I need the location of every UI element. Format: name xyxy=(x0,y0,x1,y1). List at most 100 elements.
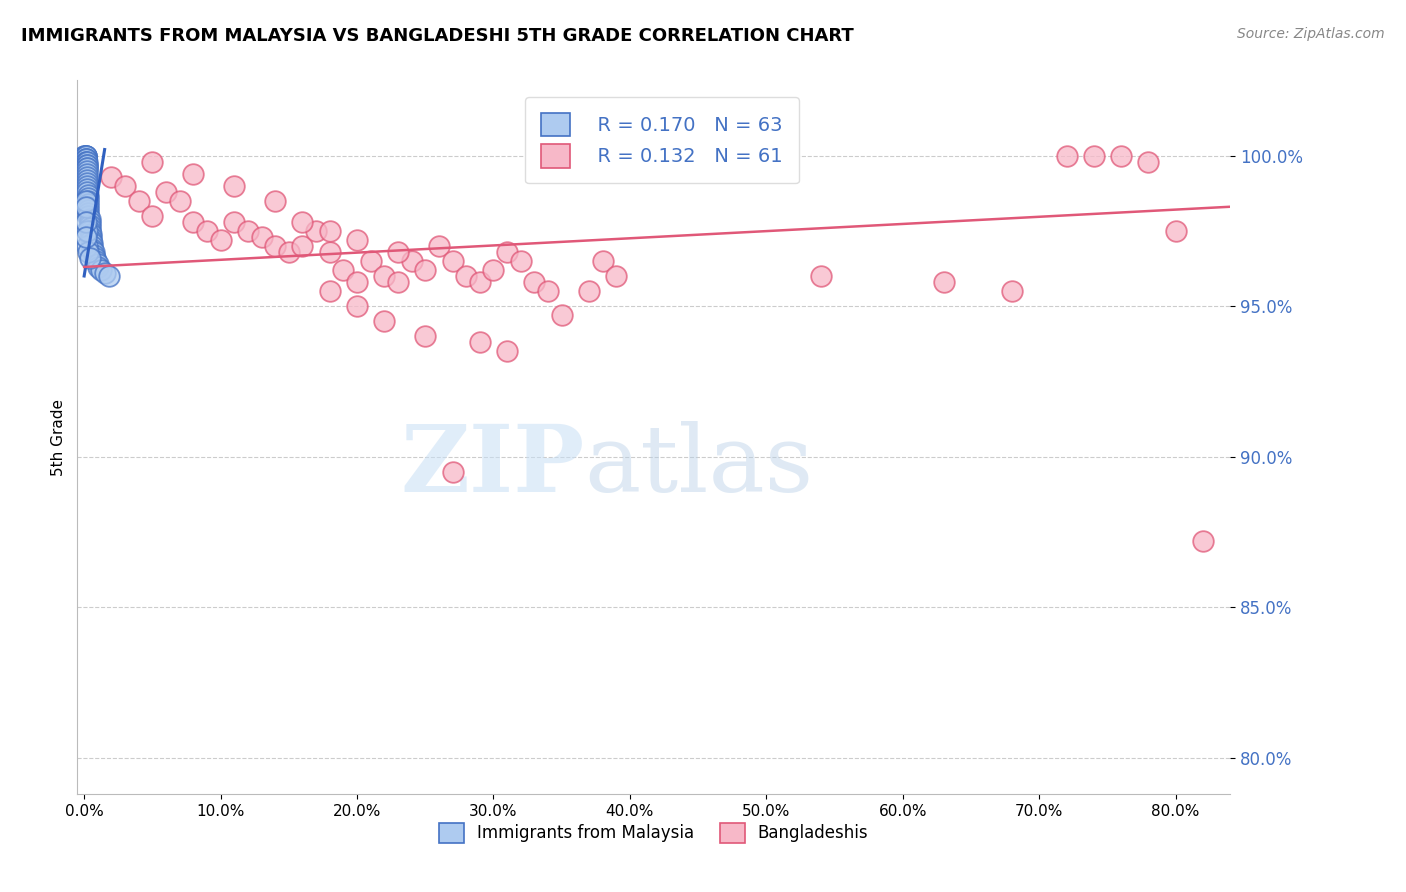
Point xyxy=(77,194,100,208)
Point xyxy=(77,209,100,223)
Point xyxy=(76,224,98,238)
Point xyxy=(79,211,101,226)
Point xyxy=(77,187,100,202)
Point xyxy=(236,224,259,238)
Point xyxy=(209,233,232,247)
Point xyxy=(75,152,97,166)
Y-axis label: 5th Grade: 5th Grade xyxy=(51,399,66,475)
Point xyxy=(523,275,546,289)
Text: atlas: atlas xyxy=(585,421,814,510)
Point xyxy=(75,154,97,169)
Point xyxy=(77,191,100,205)
Point xyxy=(79,218,101,232)
Point xyxy=(496,344,519,359)
Point xyxy=(76,161,98,175)
Point xyxy=(181,167,204,181)
Point xyxy=(387,244,409,259)
Point xyxy=(79,215,101,229)
Point xyxy=(305,224,328,238)
Point xyxy=(83,248,105,262)
Point xyxy=(93,266,115,280)
Point xyxy=(169,194,191,208)
Point xyxy=(264,194,287,208)
Point xyxy=(76,163,98,178)
Point xyxy=(224,178,246,193)
Point xyxy=(441,254,464,268)
Point xyxy=(76,154,98,169)
Point xyxy=(413,329,436,343)
Point xyxy=(373,268,395,283)
Point xyxy=(79,251,101,265)
Point xyxy=(1001,284,1024,298)
Point xyxy=(75,148,97,162)
Point xyxy=(89,263,111,277)
Point xyxy=(496,244,519,259)
Text: ZIP: ZIP xyxy=(401,421,585,510)
Point xyxy=(100,169,122,184)
Point xyxy=(77,202,100,217)
Point xyxy=(75,230,97,244)
Point xyxy=(291,215,314,229)
Point xyxy=(592,254,614,268)
Point xyxy=(75,148,97,162)
Point xyxy=(456,268,478,283)
Legend: Immigrants from Malaysia, Bangladeshis: Immigrants from Malaysia, Bangladeshis xyxy=(433,816,875,850)
Point xyxy=(84,251,107,265)
Point xyxy=(181,215,204,229)
Point xyxy=(75,215,97,229)
Point xyxy=(360,254,382,268)
Point xyxy=(82,239,104,253)
Point xyxy=(75,152,97,166)
Point xyxy=(76,172,98,186)
Point xyxy=(1164,224,1187,238)
Point xyxy=(76,185,98,199)
Point xyxy=(114,178,136,193)
Point xyxy=(75,154,97,169)
Point xyxy=(277,244,299,259)
Point xyxy=(75,194,97,208)
Point xyxy=(76,161,98,175)
Point xyxy=(75,158,97,172)
Point xyxy=(76,178,98,193)
Point xyxy=(482,263,505,277)
Point xyxy=(75,148,97,162)
Point xyxy=(76,176,98,190)
Point xyxy=(468,335,491,350)
Point xyxy=(1137,154,1160,169)
Point xyxy=(80,233,103,247)
Point xyxy=(128,194,150,208)
Point xyxy=(319,224,342,238)
Point xyxy=(346,299,368,313)
Point xyxy=(86,254,108,268)
Point xyxy=(346,233,368,247)
Point xyxy=(319,284,342,298)
Point xyxy=(427,239,450,253)
Point xyxy=(387,275,409,289)
Point xyxy=(82,235,104,250)
Point xyxy=(73,148,96,162)
Point xyxy=(319,244,342,259)
Point xyxy=(195,224,218,238)
Point xyxy=(373,314,395,328)
Point xyxy=(77,244,100,259)
Point xyxy=(76,182,98,196)
Point xyxy=(332,263,354,277)
Point xyxy=(605,268,627,283)
Point xyxy=(82,242,104,256)
Point xyxy=(76,158,98,172)
Point xyxy=(75,158,97,172)
Point xyxy=(346,275,368,289)
Point xyxy=(80,230,103,244)
Point xyxy=(76,239,98,253)
Point xyxy=(810,268,832,283)
Point xyxy=(250,230,273,244)
Point xyxy=(413,263,436,277)
Point xyxy=(77,206,100,220)
Point xyxy=(224,215,246,229)
Point xyxy=(75,158,97,172)
Point xyxy=(87,257,110,271)
Point xyxy=(441,465,464,479)
Point xyxy=(1083,148,1105,162)
Point xyxy=(73,148,96,162)
Point xyxy=(83,244,105,259)
